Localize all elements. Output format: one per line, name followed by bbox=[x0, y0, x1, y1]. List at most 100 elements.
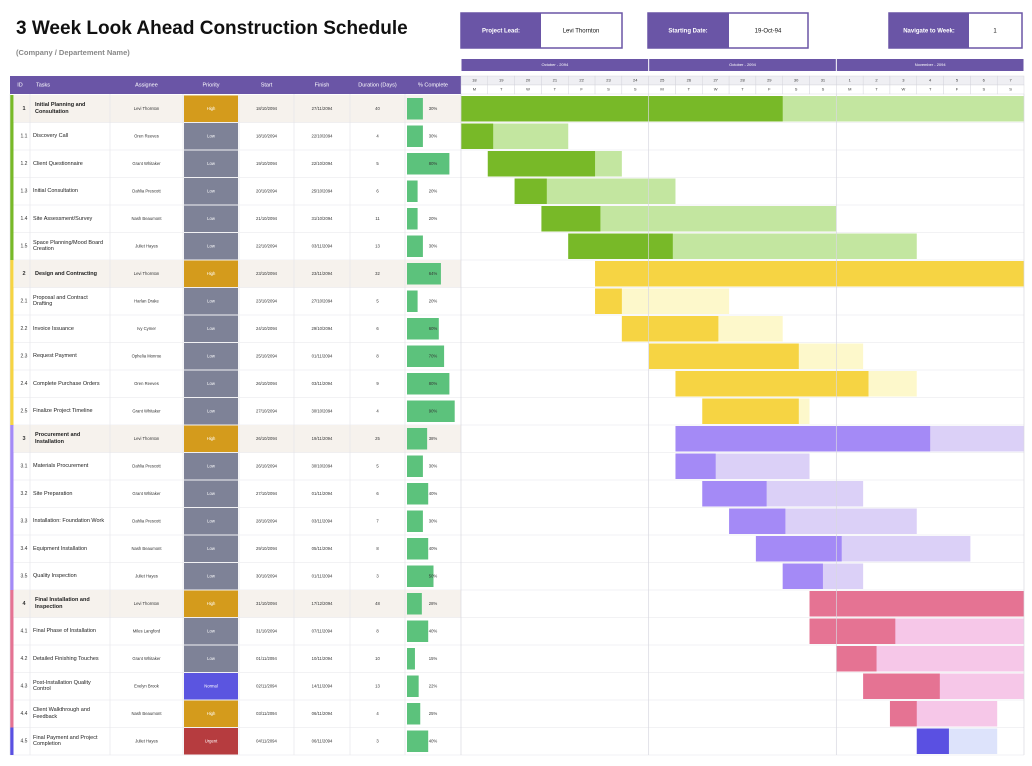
task-id: 1.4 bbox=[21, 216, 28, 222]
day-label: 19 bbox=[499, 78, 504, 83]
phase-stripe bbox=[10, 205, 14, 233]
complete-label: 30% bbox=[429, 106, 438, 111]
column-header: % Complete bbox=[418, 82, 448, 88]
assignee: Ivy Cymer bbox=[137, 326, 156, 331]
priority-cell bbox=[184, 590, 238, 617]
week-header bbox=[836, 59, 1024, 71]
week-header bbox=[649, 59, 836, 71]
complete-label: 30% bbox=[429, 243, 438, 248]
complete-bar bbox=[407, 318, 439, 340]
phase-stripe bbox=[10, 535, 14, 563]
lead-label: Project Lead: bbox=[482, 29, 520, 35]
start-date: 26/10/2094 bbox=[256, 381, 278, 386]
duration: 10 bbox=[375, 656, 380, 661]
task-name-box: Quality Inspection bbox=[33, 573, 77, 579]
complete-bar bbox=[407, 538, 429, 560]
gantt-done bbox=[916, 728, 949, 754]
duration: 8 bbox=[376, 353, 379, 358]
finish-date: 06/11/2094 bbox=[312, 711, 333, 716]
week-value[interactable]: 1 bbox=[993, 29, 997, 35]
priority: Low bbox=[207, 573, 216, 578]
day-label: 1 bbox=[849, 78, 852, 83]
complete-bar bbox=[407, 455, 423, 477]
gantt-done bbox=[648, 343, 799, 369]
task-id: 3.5 bbox=[21, 574, 28, 580]
assignee: Juliet Hayes bbox=[135, 738, 158, 743]
duration: 5 bbox=[376, 298, 379, 303]
complete-bar bbox=[407, 565, 434, 587]
finish-date: 27/10/2094 bbox=[312, 298, 334, 303]
finish-date: 03/11/2094 bbox=[312, 381, 333, 386]
weekday-label: S bbox=[822, 87, 825, 92]
assignee: Dahlia Prescott bbox=[132, 518, 161, 523]
finish-date: 17/12/2094 bbox=[312, 601, 334, 606]
day-label: 29 bbox=[767, 78, 772, 83]
start-date: 24/10/2094 bbox=[256, 326, 278, 331]
finish-date: 14/11/2094 bbox=[312, 683, 333, 688]
priority-cell bbox=[184, 673, 238, 700]
day-label: 28 bbox=[740, 78, 745, 83]
gantt-done bbox=[568, 233, 673, 259]
complete-bar bbox=[407, 483, 429, 505]
weekday-label: T bbox=[929, 87, 932, 92]
week-label: October - 2094 bbox=[541, 62, 568, 67]
task-name-box: Design and Contracting bbox=[35, 271, 97, 277]
task-id: 4 bbox=[22, 601, 26, 607]
duration: 8 bbox=[376, 546, 379, 551]
finish-date: 22/10/2094 bbox=[312, 161, 334, 166]
start-date: 27/10/2094 bbox=[256, 491, 278, 496]
priority: Low bbox=[207, 518, 216, 523]
priority: High bbox=[207, 106, 216, 111]
task-name-box: Final Installation and Inspection bbox=[35, 597, 90, 610]
task-name-box: Detailed Finishing Touches bbox=[33, 656, 99, 662]
duration: 3 bbox=[376, 573, 379, 578]
date-value[interactable]: 19-Oct-94 bbox=[755, 29, 782, 35]
task-name-box: Site Preparation bbox=[33, 490, 73, 497]
assignee: Dahlia Prescott bbox=[132, 463, 161, 468]
task-name-box: Client Questionnaire bbox=[33, 161, 83, 167]
complete-bar bbox=[407, 345, 445, 367]
task-id: 3.2 bbox=[21, 491, 28, 497]
phase-stripe bbox=[10, 672, 14, 700]
complete-label: 20% bbox=[429, 188, 438, 193]
task-name-box: Request Payment bbox=[33, 353, 77, 359]
weekday-label: T bbox=[500, 87, 503, 92]
phase-stripe bbox=[10, 260, 14, 288]
finish-date: 01/11/2094 bbox=[312, 491, 333, 496]
assignee: Grant Whitaker bbox=[132, 656, 161, 661]
finish-date: 03/11/2094 bbox=[312, 518, 333, 523]
complete-bar bbox=[407, 125, 423, 147]
duration: 5 bbox=[376, 161, 379, 166]
task-name: Site Preparation bbox=[33, 490, 73, 497]
complete-bar bbox=[407, 593, 422, 615]
day-label: 23 bbox=[606, 78, 611, 83]
task-id: 2.3 bbox=[21, 354, 28, 360]
subtitle: (Company / Departement Name) bbox=[16, 48, 130, 57]
assignee: Grant Whitaker bbox=[132, 408, 161, 413]
task-name-box: Proposal and Contract Drafting bbox=[33, 295, 88, 308]
task-id: 1.2 bbox=[21, 161, 28, 167]
assignee: Harlan Drake bbox=[134, 298, 159, 303]
day-label: 4 bbox=[929, 78, 932, 83]
column-header: Assignee bbox=[135, 82, 158, 88]
duration: 13 bbox=[375, 683, 380, 688]
task-name-box: Space Planning/Mood Board Creation bbox=[33, 240, 103, 253]
start-date: 25/10/2094 bbox=[256, 353, 278, 358]
task-id: 4.4 bbox=[21, 711, 28, 717]
priority: Low bbox=[207, 463, 216, 468]
duration: 3 bbox=[376, 738, 379, 743]
duration: 8 bbox=[376, 628, 379, 633]
priority: Low bbox=[207, 161, 216, 166]
duration: 6 bbox=[376, 188, 379, 193]
task-id: 2.1 bbox=[21, 299, 28, 305]
day-label: 24 bbox=[633, 78, 638, 83]
priority-cell bbox=[184, 95, 238, 122]
complete-bar bbox=[407, 263, 441, 285]
complete-bar bbox=[407, 153, 450, 175]
priority: Low bbox=[207, 546, 216, 551]
assignee: Dahlia Prescott bbox=[132, 188, 161, 193]
complete-label: 80% bbox=[429, 161, 438, 166]
weekday-cell bbox=[996, 84, 1025, 95]
gantt-done bbox=[461, 96, 783, 122]
complete-label: 30% bbox=[429, 133, 438, 138]
